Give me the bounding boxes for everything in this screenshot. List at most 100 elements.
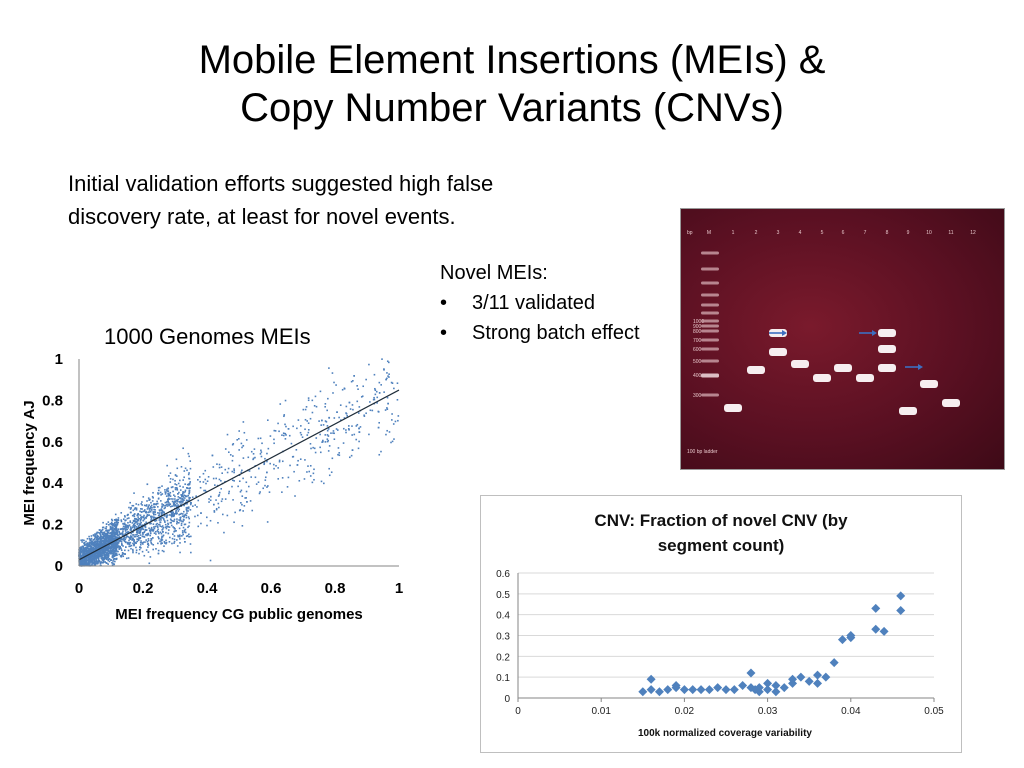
mei-point	[175, 486, 178, 489]
mei-point	[240, 489, 243, 492]
mei-point	[97, 560, 99, 562]
mei-point	[109, 540, 112, 542]
mei-point	[150, 522, 152, 525]
gel-band	[791, 360, 809, 368]
mei-point	[130, 507, 132, 509]
mei-point	[116, 520, 118, 522]
mei-point	[269, 435, 272, 437]
mei-point	[96, 537, 98, 539]
mei-point	[122, 552, 125, 555]
mei-point	[179, 542, 181, 544]
mei-point	[105, 545, 108, 547]
mei-point	[103, 538, 106, 541]
mei-point	[128, 539, 130, 542]
mei-point	[120, 542, 123, 545]
mei-point	[206, 524, 208, 527]
cnv-point	[646, 674, 656, 684]
mei-point	[391, 419, 393, 421]
mei-point	[224, 468, 227, 471]
mei-point	[103, 531, 106, 533]
gel-size-label: 900	[693, 324, 702, 330]
mei-point	[133, 522, 136, 525]
mei-point	[284, 423, 286, 426]
mei-point	[162, 526, 165, 529]
mei-point	[94, 536, 97, 538]
intro-line-2: discovery rate, at least for novel event…	[68, 204, 456, 229]
mei-point	[149, 498, 151, 501]
mei-point	[172, 515, 175, 518]
mei-point	[124, 530, 127, 532]
mei-y-tick-label: 0.2	[42, 517, 63, 534]
mei-point	[118, 530, 120, 533]
mei-point	[101, 549, 103, 552]
mei-point	[115, 543, 117, 545]
mei-point	[269, 462, 271, 465]
mei-point	[123, 515, 126, 517]
mei-point	[154, 517, 157, 519]
cnv-point	[729, 685, 739, 695]
mei-point	[85, 562, 88, 565]
mei-point	[158, 523, 161, 526]
mei-point	[243, 431, 246, 434]
mei-point	[188, 496, 190, 499]
mei-point	[311, 481, 314, 484]
mei-point	[324, 403, 327, 405]
mei-point	[124, 527, 127, 529]
mei-point	[153, 532, 156, 534]
mei-point	[151, 500, 154, 502]
mei-point	[146, 534, 148, 537]
mei-point	[292, 425, 294, 428]
mei-point	[151, 519, 153, 522]
mei-point	[202, 481, 205, 483]
mei-point	[153, 516, 156, 519]
mei-point	[241, 503, 243, 506]
mei-x-axis-label: MEI frequency CG public genomes	[115, 606, 363, 623]
mei-point	[167, 497, 170, 500]
mei-point	[83, 557, 86, 560]
mei-point	[275, 465, 277, 467]
mei-point	[166, 503, 168, 506]
mei-point	[142, 533, 144, 536]
gel-band	[834, 364, 852, 372]
mei-point	[186, 512, 188, 514]
mei-point	[309, 475, 312, 477]
mei-point	[112, 529, 115, 532]
mei-point	[238, 449, 240, 451]
mei-point	[83, 544, 86, 546]
mei-point	[102, 554, 104, 557]
mei-point	[186, 534, 189, 537]
mei-point	[122, 545, 124, 547]
mei-point	[110, 518, 113, 521]
cnv-point	[896, 591, 906, 601]
mei-point	[91, 553, 93, 555]
mei-point	[118, 531, 121, 534]
mei-point	[139, 534, 142, 536]
mei-point	[119, 533, 122, 536]
mei-point	[153, 526, 155, 528]
mei-point	[326, 438, 329, 440]
mei-point	[168, 541, 171, 543]
mei-point	[105, 548, 108, 550]
mei-point	[320, 480, 323, 483]
mei-point	[185, 514, 188, 517]
mei-point	[161, 537, 163, 539]
mei-point	[152, 523, 155, 525]
mei-point	[255, 483, 258, 485]
mei-point	[147, 505, 150, 508]
mei-point	[233, 471, 235, 474]
mei-point	[185, 495, 187, 497]
cnv-x-tick-label: 0.03	[758, 706, 778, 717]
gel-lane-label: 2	[755, 230, 758, 236]
mei-point	[161, 503, 163, 505]
mei-point	[179, 551, 181, 554]
mei-point	[111, 544, 113, 547]
mei-point	[368, 363, 370, 366]
mei-point	[167, 523, 170, 526]
mei-point	[80, 555, 83, 557]
mei-point	[127, 513, 129, 516]
mei-point	[188, 535, 190, 538]
mei-point	[241, 446, 243, 449]
mei-point	[117, 518, 119, 521]
mei-point	[348, 425, 350, 427]
mei-point	[157, 506, 159, 508]
